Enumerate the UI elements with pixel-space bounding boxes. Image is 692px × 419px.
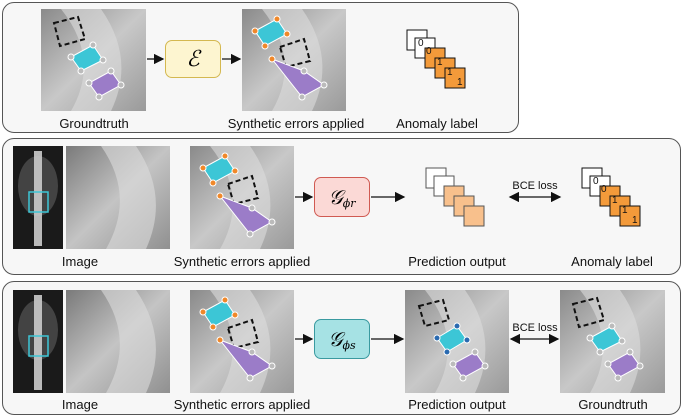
stack-1-val-3: 1 (447, 67, 453, 78)
anomaly-stack-2: 0 0 1 1 1 (580, 166, 650, 230)
stack-1-val-1: 0 (426, 46, 432, 57)
synthetic-image-3 (190, 290, 294, 393)
error-operator-box: ℰ (165, 40, 221, 78)
label-image-3: Image (61, 397, 99, 412)
zoom-image-2 (66, 146, 170, 249)
spine-image-2 (13, 146, 63, 249)
label-synthetic-1: Synthetic errors applied (227, 116, 365, 131)
label-prediction-2: Prediction output (408, 254, 506, 269)
label-groundtruth-1: Groundtruth (59, 116, 129, 131)
prediction-image-3 (405, 290, 509, 393)
label-image-2: Image (61, 254, 99, 269)
prediction-stack-2 (424, 166, 494, 230)
stack-2-val-2: 1 (612, 195, 618, 206)
network-gr-symbol: 𝒢 (328, 185, 343, 209)
stack-1-val-2: 1 (437, 57, 443, 68)
synthetic-image-2 (190, 146, 294, 249)
vertebra-dashed-box (52, 15, 87, 48)
error-operator-symbol: ℰ (186, 46, 200, 72)
stack-2-val-1: 0 (601, 184, 607, 195)
stack-2-val-4: 1 (632, 215, 638, 226)
label-anomaly-1: Anomaly label (396, 116, 478, 131)
groundtruth-image-1 (41, 9, 146, 111)
stack-1-val-4: 1 (457, 77, 463, 88)
bce-loss-label-2: BCE loss (512, 180, 558, 192)
label-prediction-3: Prediction output (408, 397, 506, 412)
stack-1-val-0: 0 (418, 38, 424, 49)
stack-2-val-0: 0 (593, 176, 599, 187)
label-anomaly-2: Anomaly label (571, 254, 653, 269)
anomaly-stack-1: 0 0 1 1 1 (405, 28, 475, 92)
network-gs-symbol: 𝒢 (328, 327, 343, 351)
label-groundtruth-3: Groundtruth (578, 397, 648, 412)
groundtruth-image-3 (560, 290, 665, 393)
spine-image-3 (13, 290, 63, 393)
bce-loss-label-3: BCE loss (512, 322, 558, 334)
label-synthetic-3: Synthetic errors applied (173, 397, 311, 412)
network-gr-subscript: ϕr (342, 196, 356, 210)
synthetic-image-1 (242, 9, 346, 111)
stack-2-val-3: 1 (622, 205, 628, 216)
label-synthetic-2: Synthetic errors applied (173, 254, 311, 269)
network-gs-subscript: ϕs (342, 338, 356, 352)
zoom-image-3 (66, 290, 170, 393)
